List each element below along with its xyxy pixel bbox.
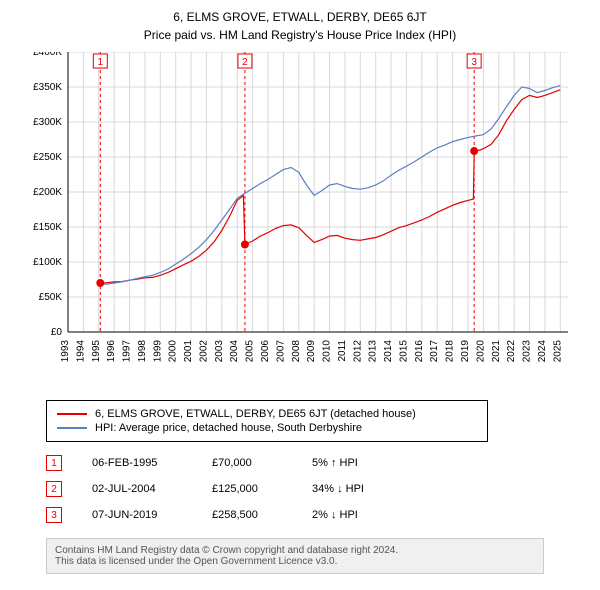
- legend-label: HPI: Average price, detached house, Sout…: [95, 422, 362, 434]
- svg-text:1997: 1997: [122, 340, 133, 363]
- title-line1: 6, ELMS GROVE, ETWALL, DERBY, DE65 6JT: [10, 10, 590, 24]
- svg-text:2000: 2000: [168, 340, 179, 363]
- marker-date: 07-JUN-2019: [92, 509, 212, 521]
- svg-text:3: 3: [471, 57, 477, 68]
- marker-number-box: 3: [46, 507, 62, 523]
- svg-text:2007: 2007: [275, 340, 286, 363]
- chart-container: 6, ELMS GROVE, ETWALL, DERBY, DE65 6JT P…: [10, 10, 590, 574]
- marker-number-box: 1: [46, 455, 62, 471]
- svg-text:2020: 2020: [475, 340, 486, 363]
- svg-text:£200K: £200K: [33, 187, 62, 198]
- marker-date: 06-FEB-1995: [92, 457, 212, 469]
- svg-text:2024: 2024: [537, 340, 548, 363]
- svg-text:2011: 2011: [337, 340, 348, 362]
- marker-date: 02-JUL-2004: [92, 483, 212, 495]
- svg-text:£0: £0: [51, 327, 63, 338]
- svg-text:2: 2: [242, 57, 248, 68]
- svg-text:£250K: £250K: [33, 152, 62, 163]
- svg-text:1: 1: [98, 57, 104, 68]
- marker-price: £258,500: [212, 509, 312, 521]
- svg-text:2006: 2006: [260, 340, 271, 363]
- svg-text:£350K: £350K: [33, 82, 62, 93]
- footer-box: Contains HM Land Registry data © Crown c…: [46, 538, 544, 574]
- legend-label: 6, ELMS GROVE, ETWALL, DERBY, DE65 6JT (…: [95, 408, 416, 420]
- marker-delta: 2% ↓ HPI: [312, 509, 432, 521]
- svg-text:2003: 2003: [214, 340, 225, 363]
- legend-row: 6, ELMS GROVE, ETWALL, DERBY, DE65 6JT (…: [57, 407, 477, 421]
- svg-text:2023: 2023: [522, 340, 533, 363]
- marker-row: 1 06-FEB-1995£70,0005% ↑ HPI: [46, 450, 590, 476]
- svg-text:2021: 2021: [491, 340, 502, 363]
- svg-text:2015: 2015: [398, 340, 409, 363]
- marker-delta: 5% ↑ HPI: [312, 457, 432, 469]
- svg-text:£100K: £100K: [33, 257, 62, 268]
- legend-box: 6, ELMS GROVE, ETWALL, DERBY, DE65 6JT (…: [46, 400, 488, 442]
- chart-area: £0 £50K £100K £150K £200K £250K £300K £350K £400…: [20, 52, 580, 392]
- svg-text:2012: 2012: [352, 340, 363, 363]
- svg-text:1994: 1994: [75, 340, 86, 363]
- svg-text:£300K: £300K: [33, 117, 62, 128]
- svg-text:2025: 2025: [552, 340, 563, 363]
- svg-text:2009: 2009: [306, 340, 317, 363]
- footer-line2: This data is licensed under the Open Gov…: [55, 556, 535, 567]
- footer-line1: Contains HM Land Registry data © Crown c…: [55, 545, 535, 556]
- svg-text:1996: 1996: [106, 340, 117, 363]
- title-block: 6, ELMS GROVE, ETWALL, DERBY, DE65 6JT P…: [10, 10, 590, 42]
- marker-table: 106-FEB-1995£70,0005% ↑ HPI202-JUL-2004£…: [46, 450, 590, 528]
- title-line2: Price paid vs. HM Land Registry's House …: [10, 28, 590, 42]
- svg-text:2008: 2008: [291, 340, 302, 363]
- svg-text:1995: 1995: [91, 340, 102, 363]
- svg-text:£150K: £150K: [33, 222, 62, 233]
- marker-price: £70,000: [212, 457, 312, 469]
- svg-text:2016: 2016: [414, 340, 425, 363]
- svg-text:2019: 2019: [460, 340, 471, 363]
- legend-swatch: [57, 413, 87, 415]
- marker-number-box: 2: [46, 481, 62, 497]
- svg-text:2014: 2014: [383, 340, 394, 363]
- marker-row: 3 07-JUN-2019£258,5002% ↓ HPI: [46, 502, 590, 528]
- marker-price: £125,000: [212, 483, 312, 495]
- marker-delta: 34% ↓ HPI: [312, 483, 432, 495]
- svg-text:2018: 2018: [445, 340, 456, 363]
- svg-text:2017: 2017: [429, 340, 440, 363]
- svg-text:2004: 2004: [229, 340, 240, 363]
- legend-swatch: [57, 427, 87, 429]
- svg-text:1993: 1993: [60, 340, 71, 363]
- svg-text:2010: 2010: [322, 340, 333, 363]
- svg-text:2005: 2005: [245, 340, 256, 363]
- svg-text:1999: 1999: [152, 340, 163, 363]
- svg-text:£50K: £50K: [39, 292, 63, 303]
- svg-text:1998: 1998: [137, 340, 148, 363]
- svg-text:2001: 2001: [183, 340, 194, 363]
- svg-text:2013: 2013: [368, 340, 379, 363]
- svg-text:2002: 2002: [198, 340, 209, 363]
- marker-row: 2 02-JUL-2004£125,00034% ↓ HPI: [46, 476, 590, 502]
- legend-row: HPI: Average price, detached house, Sout…: [57, 421, 477, 435]
- svg-text:£400K: £400K: [33, 52, 62, 58]
- svg-text:2022: 2022: [506, 340, 517, 363]
- chart-svg: £0 £50K £100K £150K £200K £250K £300K £350K £400…: [20, 52, 580, 392]
